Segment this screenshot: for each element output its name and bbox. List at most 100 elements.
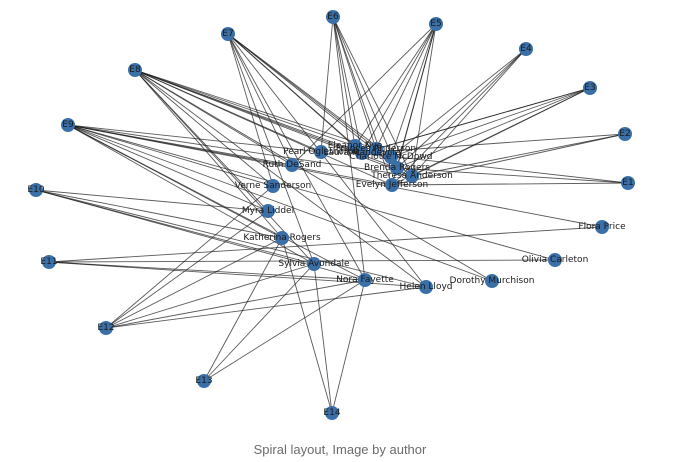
edge-helen-E10 — [35, 189, 427, 288]
node-e11 — [42, 255, 56, 269]
edge-nora-E13 — [203, 279, 366, 382]
node-e2 — [618, 127, 632, 141]
node-label-e2: E2 — [619, 129, 630, 139]
node-label-e4: E4 — [520, 44, 532, 54]
node-e14 — [325, 406, 339, 420]
node-e8 — [128, 63, 142, 77]
node-theresa — [405, 169, 419, 183]
node-label-e6: E6 — [327, 12, 339, 22]
node-nora — [358, 273, 372, 287]
node-label-e13: E13 — [195, 376, 212, 386]
node-label-helen: Helen Lloyd — [400, 282, 453, 292]
node-label-olivia: Olivia Carleton — [522, 255, 589, 265]
edge-eleanor-E8 — [134, 69, 356, 147]
node-label-brenda: Brenda Rogers — [364, 163, 430, 173]
edge-myra-E10 — [35, 189, 269, 212]
node-katherina — [275, 231, 289, 245]
node-label-laura: Laura Mandeville — [324, 148, 401, 158]
edge-frances-E6 — [332, 16, 377, 150]
edge-brenda-E3 — [396, 87, 591, 169]
node-label-e8: E8 — [129, 65, 141, 75]
node-e3 — [583, 81, 597, 95]
node-evelyn — [385, 178, 399, 192]
node-label-sylvia: Sylvia Avondale — [278, 259, 350, 269]
edge-brenda-E1 — [396, 167, 629, 184]
edge-sylvia-E7 — [227, 33, 315, 265]
node-e9 — [61, 118, 75, 132]
edge-evelyn-E2 — [391, 133, 626, 186]
edge-laura-E1 — [361, 152, 629, 184]
edge-laura-E5 — [361, 23, 437, 154]
edge-laura-E2 — [361, 133, 626, 154]
edge-theresa-E6 — [332, 16, 413, 177]
edge-eleanor-E7 — [227, 33, 356, 147]
edge-eleanor-E5 — [354, 23, 437, 147]
edge-frances-E8 — [134, 69, 377, 150]
node-label-e1: E1 — [622, 178, 633, 188]
node-label-e7: E7 — [222, 29, 233, 39]
node-brenda — [390, 161, 404, 175]
node-label-evelyn: Evelyn Jefferson — [356, 180, 428, 190]
edge-pearl-E8 — [134, 69, 322, 153]
edge-brenda-E7 — [227, 33, 398, 169]
node-label-e9: E9 — [62, 120, 74, 130]
edge-verne-E12 — [105, 185, 274, 329]
edge-katherina-E14 — [281, 237, 333, 414]
edge-theresa-E4 — [411, 48, 527, 177]
node-label-e12: E12 — [97, 323, 114, 333]
node-sylvia — [307, 257, 321, 271]
node-frances — [369, 142, 383, 156]
node-label-myra: Myra Liddel — [242, 206, 294, 216]
figure-caption: Spiral layout, Image by author — [253, 442, 427, 457]
edge-olivia-E11 — [48, 259, 556, 263]
node-label-frances: Frances Anderson — [336, 144, 416, 154]
edge-ruth-E5 — [291, 23, 437, 166]
node-e7 — [221, 27, 235, 41]
node-helen — [419, 280, 433, 294]
graph-nodes — [29, 10, 635, 420]
node-charlotte — [384, 150, 398, 164]
spiral-layout-graph: E1 E2 E3 E4 E5 E6 E7 E8 E9 E10 E11 E12 E13 E14 Flora P… — [27, 10, 635, 420]
node-label-e10: E10 — [27, 185, 44, 195]
edge-frances-E3 — [375, 87, 591, 150]
node-e13 — [197, 374, 211, 388]
edge-verne-E9 — [67, 124, 274, 187]
node-label-ruth: Ruth DeSand — [263, 160, 322, 170]
edge-charlotte-E3 — [390, 87, 591, 158]
node-pearl — [314, 145, 328, 159]
node-dorothy — [485, 274, 499, 288]
node-label-dorothy: Dorothy Murchison — [450, 276, 535, 286]
graph-edges — [35, 16, 629, 414]
edge-frances-E5 — [375, 23, 437, 150]
edge-theresa-E9 — [67, 124, 413, 177]
node-label-nora: Nora Fayette — [336, 275, 394, 285]
edge-charlotte-E7 — [227, 33, 392, 158]
edge-dorothy-E9 — [67, 124, 493, 282]
node-e5 — [429, 17, 443, 31]
edge-charlotte-E4 — [390, 48, 527, 158]
node-flora — [595, 220, 609, 234]
edge-brenda-E5 — [396, 23, 437, 169]
node-ruth — [285, 158, 299, 172]
node-label-e11: E11 — [40, 257, 57, 267]
node-label-eleanor: Eleanor Nye — [328, 141, 383, 151]
node-label-e14: E14 — [323, 408, 340, 418]
edge-nora-E9 — [67, 124, 366, 281]
edge-charlotte-E5 — [390, 23, 437, 158]
node-myra — [261, 204, 275, 218]
node-label-e5: E5 — [430, 19, 441, 29]
node-e6 — [326, 10, 340, 24]
edge-eleanor-E6 — [332, 16, 356, 147]
edge-pearl-E6 — [320, 16, 334, 153]
edge-flora-E9 — [67, 124, 603, 228]
node-eleanor — [348, 139, 362, 153]
node-label-pearl: Pearl Oglethorpe — [283, 147, 359, 157]
edge-katherina-E10 — [35, 189, 283, 239]
node-label-flora: Flora Price — [578, 222, 626, 232]
edge-evelyn-E1 — [391, 182, 629, 186]
graph-node-labels: E1 E2 E3 E4 E5 E6 E7 E8 E9 E10 E11 E12 E13 E14 Flora P… — [27, 12, 633, 418]
node-verne — [266, 179, 280, 193]
edge-laura-E6 — [332, 16, 363, 154]
node-label-charlotte: Charlotte McDowd — [350, 152, 433, 162]
node-e4 — [519, 42, 533, 56]
